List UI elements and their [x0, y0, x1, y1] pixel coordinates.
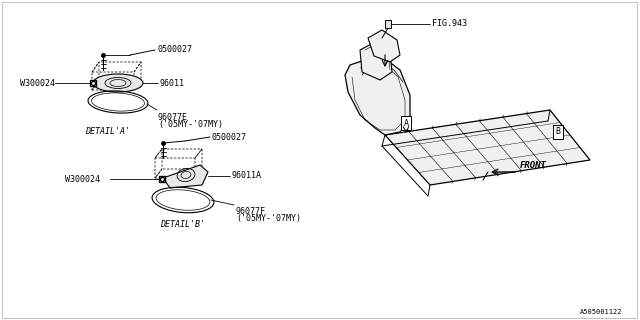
- Text: FRONT: FRONT: [520, 161, 547, 170]
- Text: 96011A: 96011A: [232, 172, 262, 180]
- Text: DETAIL'A': DETAIL'A': [86, 127, 131, 136]
- Text: A505001122: A505001122: [579, 309, 622, 315]
- Polygon shape: [360, 42, 392, 80]
- Text: B: B: [556, 127, 561, 137]
- Text: 96077E: 96077E: [158, 113, 188, 122]
- Text: ('05MY-'07MY): ('05MY-'07MY): [236, 214, 301, 223]
- Text: ('05MY-'07MY): ('05MY-'07MY): [158, 120, 223, 129]
- Text: 0500027: 0500027: [157, 45, 192, 54]
- Text: FIG.943: FIG.943: [432, 20, 467, 28]
- Polygon shape: [163, 165, 208, 188]
- Text: DETAIL'B': DETAIL'B': [161, 220, 205, 229]
- Polygon shape: [385, 110, 590, 185]
- Polygon shape: [345, 55, 410, 135]
- Polygon shape: [368, 30, 400, 62]
- Text: A: A: [403, 118, 408, 127]
- Polygon shape: [385, 20, 391, 28]
- Text: W300024: W300024: [20, 78, 55, 87]
- Text: 96011: 96011: [160, 78, 185, 87]
- Text: W300024: W300024: [65, 174, 100, 183]
- Text: 96077F: 96077F: [236, 207, 266, 216]
- Text: 0500027: 0500027: [212, 132, 247, 141]
- Ellipse shape: [93, 74, 143, 92]
